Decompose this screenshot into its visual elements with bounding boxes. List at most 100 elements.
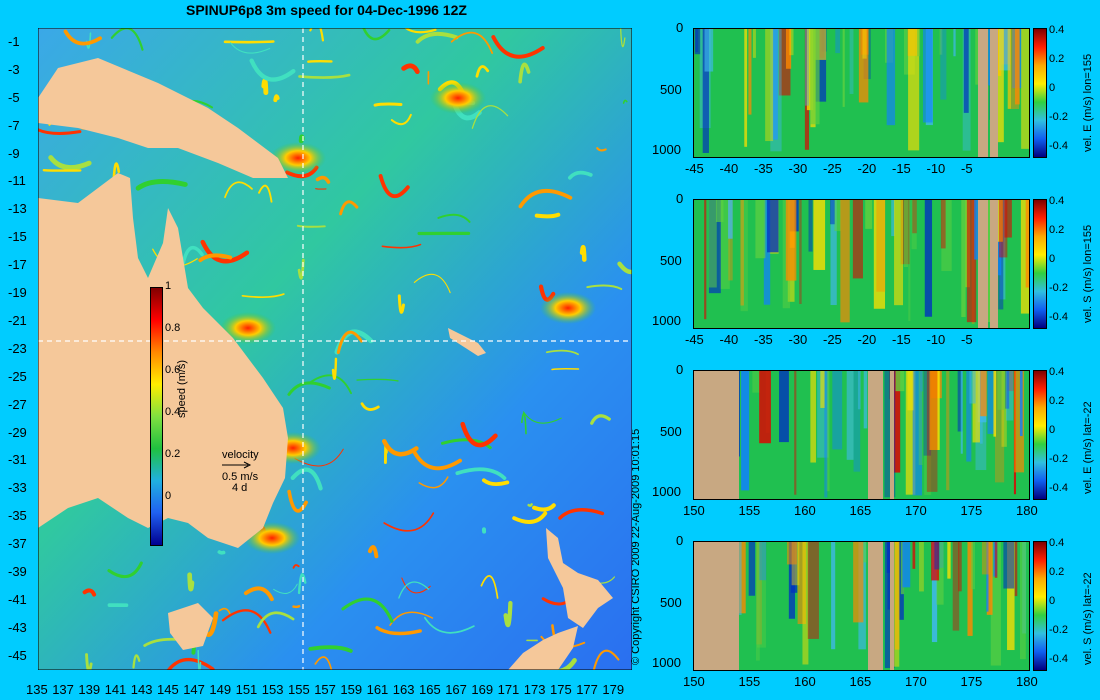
eddy-streak [596,147,607,152]
section-x-tick: -5 [961,332,973,347]
velocity-streak [815,29,827,60]
velocity-streak [908,29,920,151]
velocity-streak [767,200,779,253]
eddy-streak [241,293,285,299]
velocity-streak [1014,371,1025,473]
eddy-streak [297,573,307,595]
velocity-streak [1014,29,1020,105]
eddy-streak [356,378,399,382]
section-x-tick: 160 [794,674,816,689]
speed-map [35,17,645,683]
eddy-streak [339,200,359,216]
section-colorbar-tick: 0.4 [1049,195,1065,207]
section-colorbar-tick: -0.2 [1049,111,1068,123]
section-x-tick: -45 [685,161,704,176]
eddy-streak [373,102,403,107]
section-x-tick: 180 [1016,503,1038,518]
section-y-tick: 500 [660,424,682,439]
map-y-tick: -21 [8,312,27,328]
section-heatmap [704,200,1029,328]
section-x-tick: -15 [892,332,911,347]
section-x-tick: -20 [857,332,877,347]
velocity-streak [815,29,827,102]
section-x-tick: -40 [719,161,739,176]
map-x-tick: 157 [314,682,336,697]
section-x-tick: -25 [823,161,842,176]
section-land [990,29,998,157]
velocity-streak [923,371,932,456]
eddy-streak [63,29,102,46]
eddy-streak [223,40,275,44]
map-y-tick: -35 [8,508,27,524]
velocity-streak [853,542,864,623]
velocity-streak [702,29,709,153]
velocity-streak [755,542,760,661]
velocity-streak [969,371,976,404]
velocity-streak [934,542,940,570]
velocity-streak [863,542,867,563]
velocity-streak [981,542,991,575]
velocity-streak [960,371,963,454]
eddy-streak [35,127,82,135]
map-x-tick: 135 [26,682,48,697]
velocity-streak [966,200,977,323]
velocity-streak [826,371,830,492]
map-x-tick: 141 [104,682,127,697]
eddy-streak [398,581,430,599]
section-x-tick: -10 [926,161,946,176]
eddy-streak [378,174,410,199]
section-colorbar-tick: 0 [1049,424,1056,436]
strong-eddy [540,292,596,324]
australia [38,173,288,548]
eddy-streak [132,654,141,669]
eddy-streak [307,59,333,63]
velocity-streak [853,371,861,472]
velocity-streak [834,200,842,232]
velocity-streak [752,29,756,58]
velocity-streak [995,29,1004,143]
eddy-streak [522,411,562,424]
section-colorbar [1033,28,1047,158]
map-y-tick: -37 [8,536,27,552]
velocity-streak [748,542,756,596]
velocity-streak [1021,29,1029,149]
eddy-streak [460,421,498,448]
eddy-streak [198,253,233,263]
velocity-streak [912,200,917,234]
strong-eddy [430,82,486,114]
velocity-streak [908,200,911,321]
eddy-streak [258,184,273,203]
velocity-streak [967,542,973,636]
map-x-tick: 169 [471,682,494,697]
section-x-tick: -10 [926,332,946,347]
section-colorbar [1033,199,1047,329]
velocity-streak [893,371,901,473]
section-x-tick: -15 [892,161,911,176]
section-colorbar-tick: 0 [1049,253,1056,265]
velocity-streak [895,371,905,392]
velocity-streak [748,29,752,115]
eddy-streak [424,616,475,634]
velocity-streak [807,542,819,639]
section-x-tick: 150 [683,503,705,518]
velocity-streak [810,29,820,125]
velocity-streak [770,29,782,152]
velocity-streak [1007,542,1015,651]
eddy-streak [534,212,561,219]
section-y-tick: 500 [660,253,682,268]
section-x-tick: -40 [719,332,739,347]
map-y-tick: -1 [8,33,20,49]
strong-eddy [220,312,276,344]
eddy-streak [217,550,226,555]
section-land [890,542,894,670]
section-colorbar-tick: 0.2 [1049,566,1065,578]
strong-eddy [270,142,326,174]
section-y-tick: 500 [660,82,682,97]
velocity-streak [806,29,814,111]
section-x-tick: 165 [849,503,872,518]
velocity-streak [931,542,940,581]
section-colorbar-tick: -0.4 [1049,482,1068,494]
map-y-tick: -39 [8,564,27,580]
eddy-streak [491,35,545,59]
velocity-streak [744,29,748,147]
